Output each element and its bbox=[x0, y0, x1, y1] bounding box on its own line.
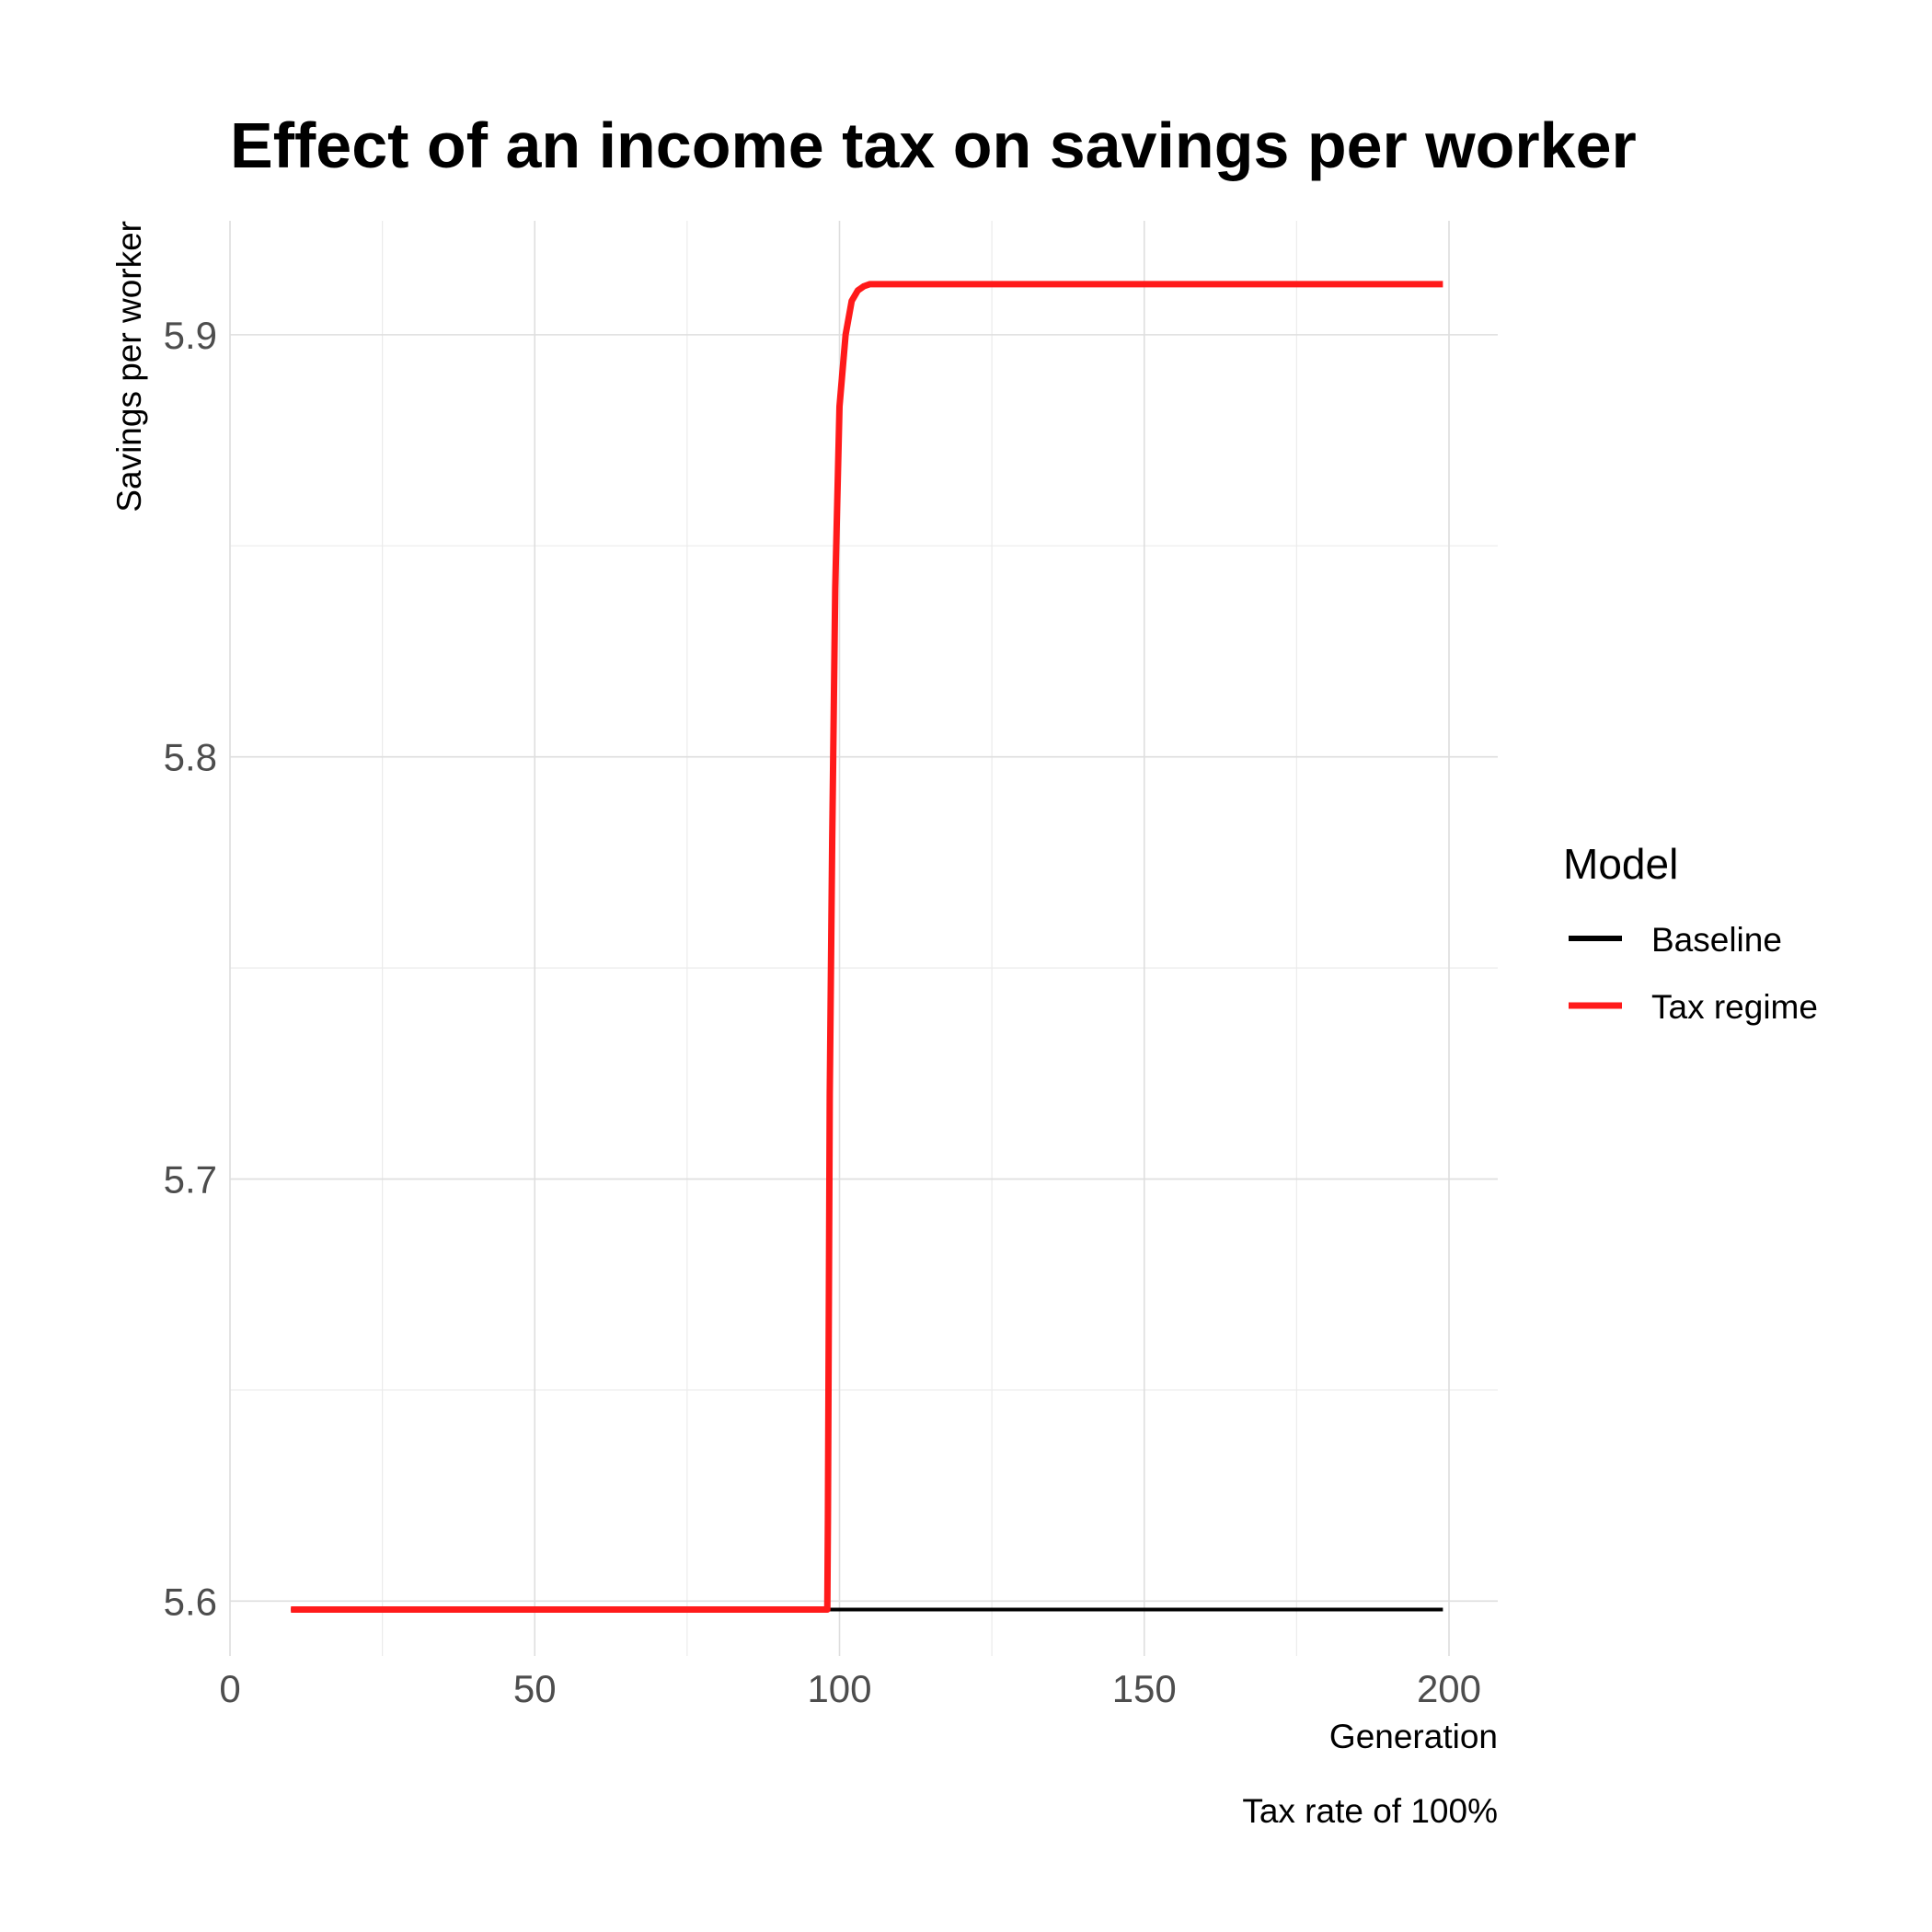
series-lines bbox=[291, 281, 1443, 1614]
x-tick-label: 50 bbox=[513, 1667, 557, 1710]
x-tick-label: 100 bbox=[807, 1667, 871, 1710]
legend-label-tax-regime: Tax regime bbox=[1651, 988, 1818, 1026]
y-tick-label: 5.6 bbox=[164, 1580, 217, 1623]
chart-title: Effect of an income tax on savings per w… bbox=[230, 109, 1637, 181]
x-axis-title: Generation bbox=[1329, 1718, 1498, 1755]
grid bbox=[229, 221, 1498, 1656]
series-line-tax-regime bbox=[291, 281, 1443, 1614]
x-tick-label: 0 bbox=[219, 1667, 240, 1710]
y-axis-ticks: 5.6 5.7 5.8 5.9 bbox=[164, 314, 217, 1623]
legend-title: Model bbox=[1563, 840, 1678, 888]
y-tick-label: 5.9 bbox=[164, 314, 217, 357]
legend: Model Baseline Tax regime bbox=[1563, 840, 1818, 1026]
x-axis-ticks: 0 50 100 150 200 bbox=[219, 1667, 1481, 1710]
chart-caption: Tax rate of 100% bbox=[1242, 1792, 1498, 1830]
x-tick-label: 200 bbox=[1417, 1667, 1481, 1710]
x-tick-label: 150 bbox=[1112, 1667, 1177, 1710]
y-tick-label: 5.8 bbox=[164, 736, 217, 779]
legend-label-baseline: Baseline bbox=[1651, 921, 1782, 959]
y-tick-label: 5.7 bbox=[164, 1158, 217, 1202]
y-axis-title: Savings per worker bbox=[110, 221, 148, 512]
